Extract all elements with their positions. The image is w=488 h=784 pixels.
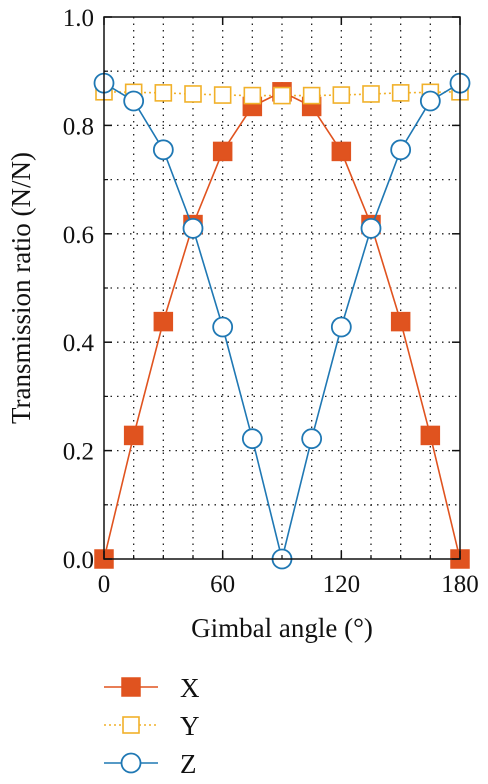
y-tick-label: 0.6 <box>63 222 94 249</box>
legend-item-z: Z <box>104 749 197 779</box>
legend-item-x: X <box>104 673 200 703</box>
series-y-point <box>184 85 202 103</box>
x-tick-label: 120 <box>323 571 361 598</box>
series-x-point <box>331 141 352 162</box>
series-y-point <box>213 86 232 104</box>
series-z-point <box>182 217 204 239</box>
legend-label-x: X <box>180 673 200 703</box>
legend-marker-y <box>122 716 140 734</box>
legend-label-z: Z <box>180 749 197 779</box>
series-z-point <box>301 428 323 450</box>
legend: XYZ <box>104 673 200 779</box>
legend-label-y: Y <box>180 711 200 741</box>
series-y-point <box>243 86 262 105</box>
series-z-point <box>390 139 412 161</box>
y-tick-label: 0.4 <box>63 330 95 357</box>
series-x <box>94 82 470 569</box>
y-tick-label: 0.2 <box>63 439 94 466</box>
y-tick-label: 0.0 <box>63 547 94 574</box>
series-z-point <box>419 90 441 112</box>
y-tick-label: 1.0 <box>63 5 94 32</box>
y-axis-title: Transmission ratio (N/N) <box>6 152 36 424</box>
series-x-point <box>123 425 144 446</box>
series-y-point <box>154 84 173 102</box>
x-tick-label: 60 <box>210 571 235 598</box>
legend-marker-x <box>121 677 141 697</box>
series-x-point <box>153 311 174 332</box>
series-y <box>95 82 469 105</box>
axis-ticks: 0 60 120 180 0.0 0.2 0.4 0.6 0.8 1.0 <box>63 5 479 598</box>
series-z-point <box>212 316 234 338</box>
legend-item-y: Y <box>104 711 200 741</box>
series-y-point <box>362 85 380 103</box>
series-z-point <box>123 90 145 112</box>
x-axis-title: Gimbal angle (°) <box>191 613 373 643</box>
series-y-point <box>302 86 321 105</box>
series-x-point <box>212 141 233 162</box>
grid <box>104 17 460 559</box>
series-x-point <box>390 311 411 332</box>
x-tick-label: 0 <box>98 571 111 598</box>
series-y-point <box>332 86 351 104</box>
series-z-point <box>360 217 382 239</box>
legend-marker-z <box>120 752 142 774</box>
y-tick-label: 0.8 <box>63 113 94 140</box>
series-z-point <box>330 316 352 338</box>
series-z-point <box>241 428 263 450</box>
x-tick-label: 180 <box>441 571 479 598</box>
series-z-point <box>152 139 174 161</box>
series-y-point <box>273 86 291 105</box>
series-y-point <box>391 84 410 102</box>
series-x-point <box>420 425 441 446</box>
